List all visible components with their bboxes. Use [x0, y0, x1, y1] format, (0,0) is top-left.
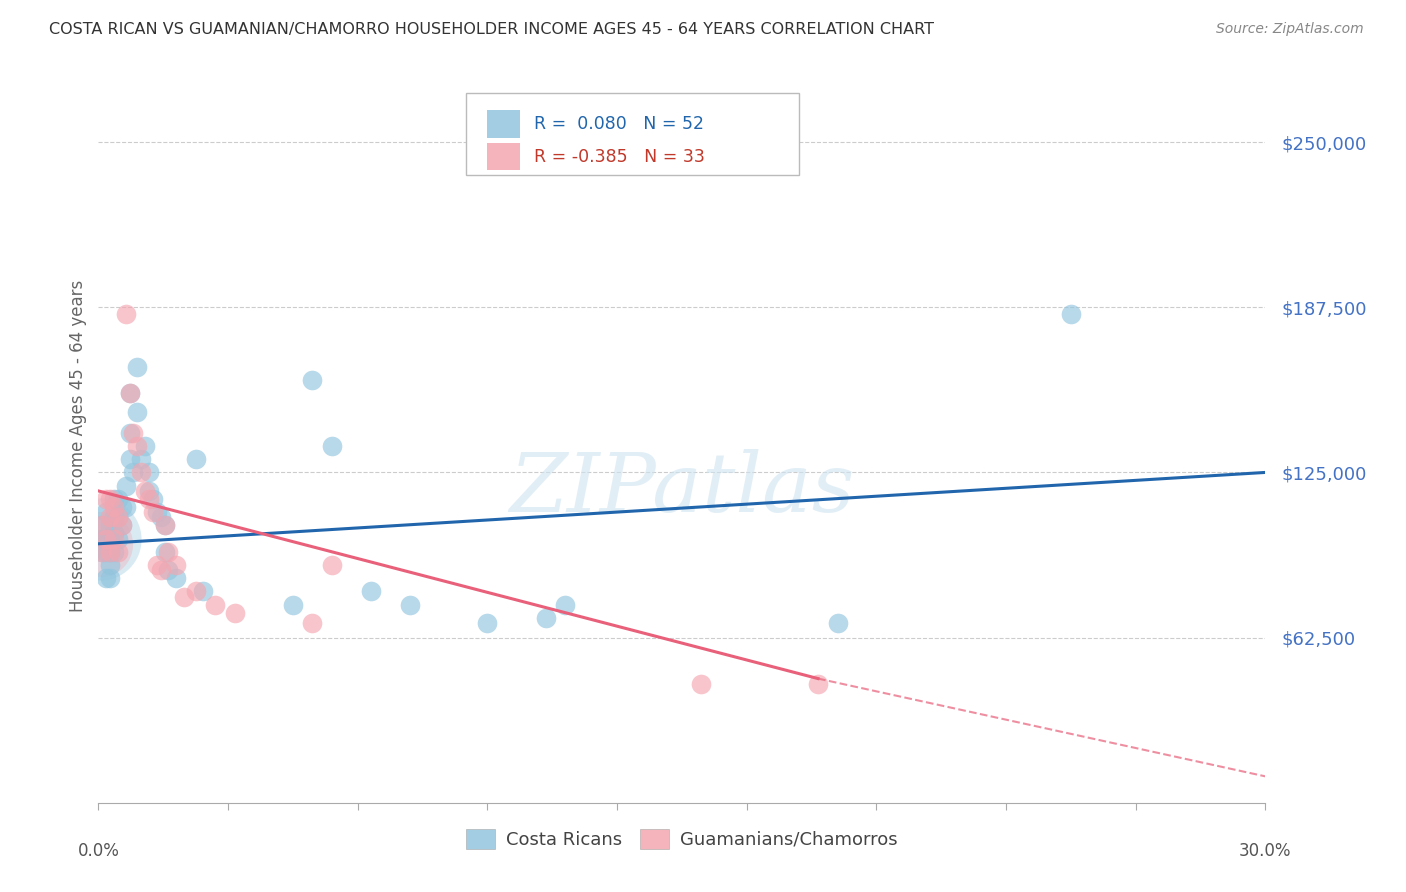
FancyBboxPatch shape	[486, 111, 520, 137]
Point	[114, 307, 136, 321]
Point	[96, 532, 118, 546]
Point	[103, 500, 125, 514]
Point	[122, 466, 145, 480]
Point	[96, 571, 118, 585]
Point	[134, 483, 156, 498]
Point	[98, 545, 121, 559]
Point	[91, 545, 114, 559]
Point	[114, 500, 136, 514]
Point	[111, 500, 134, 514]
Point	[157, 563, 180, 577]
Point	[165, 571, 187, 585]
Text: Source: ZipAtlas.com: Source: ZipAtlas.com	[1216, 22, 1364, 37]
Point	[301, 616, 323, 631]
Point	[118, 425, 141, 440]
Point	[142, 491, 165, 506]
Point	[321, 439, 343, 453]
Point	[807, 677, 830, 691]
Point	[193, 584, 215, 599]
Point	[173, 590, 195, 604]
Point	[321, 558, 343, 572]
Text: R = -0.385   N = 33: R = -0.385 N = 33	[534, 148, 704, 166]
Point	[165, 558, 187, 572]
Text: R =  0.080   N = 52: R = 0.080 N = 52	[534, 115, 704, 133]
Point	[103, 532, 125, 546]
Point	[96, 545, 118, 559]
Point	[111, 518, 134, 533]
Point	[89, 537, 111, 551]
Point	[184, 584, 207, 599]
Point	[153, 545, 176, 559]
Point	[107, 491, 129, 506]
Point	[301, 373, 323, 387]
Point	[360, 584, 382, 599]
Point	[146, 558, 169, 572]
Legend: Costa Ricans, Guamanians/Chamorros: Costa Ricans, Guamanians/Chamorros	[457, 820, 907, 858]
Point	[1060, 307, 1083, 321]
Point	[129, 466, 152, 480]
Point	[91, 518, 114, 533]
Point	[153, 518, 176, 533]
Point	[127, 439, 149, 453]
Point	[118, 386, 141, 401]
FancyBboxPatch shape	[486, 144, 520, 170]
Point	[103, 491, 125, 506]
Text: 30.0%: 30.0%	[1239, 842, 1292, 860]
Point	[122, 425, 145, 440]
Point	[204, 598, 226, 612]
Point	[96, 491, 118, 506]
Point	[138, 466, 160, 480]
Point	[138, 491, 160, 506]
Text: ZIPatlas: ZIPatlas	[509, 449, 855, 529]
Point	[91, 518, 114, 533]
Point	[89, 532, 111, 546]
Point	[134, 439, 156, 453]
Point	[98, 518, 121, 533]
Point	[149, 563, 172, 577]
Point	[98, 571, 121, 585]
Point	[127, 404, 149, 418]
Point	[98, 510, 121, 524]
FancyBboxPatch shape	[465, 93, 799, 175]
Point	[111, 518, 134, 533]
Point	[103, 526, 125, 541]
Point	[224, 606, 246, 620]
Point	[107, 510, 129, 524]
Point	[534, 611, 557, 625]
Point	[96, 505, 118, 519]
Point	[114, 478, 136, 492]
Point	[142, 505, 165, 519]
Point	[91, 545, 114, 559]
Point	[146, 505, 169, 519]
Point	[98, 491, 121, 506]
Point	[153, 518, 176, 533]
Point	[107, 510, 129, 524]
Point	[91, 532, 114, 546]
Point	[690, 677, 713, 691]
Point	[103, 510, 125, 524]
Point	[107, 532, 129, 546]
Point	[103, 545, 125, 559]
Point	[157, 545, 180, 559]
Point	[281, 598, 304, 612]
Text: COSTA RICAN VS GUAMANIAN/CHAMORRO HOUSEHOLDER INCOME AGES 45 - 64 YEARS CORRELAT: COSTA RICAN VS GUAMANIAN/CHAMORRO HOUSEH…	[49, 22, 934, 37]
Point	[184, 452, 207, 467]
Point	[827, 616, 849, 631]
Text: 0.0%: 0.0%	[77, 842, 120, 860]
Point	[118, 452, 141, 467]
Point	[127, 359, 149, 374]
Point	[98, 558, 121, 572]
Point	[129, 452, 152, 467]
Point	[96, 532, 118, 546]
Point	[554, 598, 576, 612]
Y-axis label: Householder Income Ages 45 - 64 years: Householder Income Ages 45 - 64 years	[69, 280, 87, 612]
Point	[398, 598, 420, 612]
Point	[98, 545, 121, 559]
Point	[107, 545, 129, 559]
Point	[118, 386, 141, 401]
Point	[138, 483, 160, 498]
Point	[98, 532, 121, 546]
Point	[477, 616, 499, 631]
Point	[149, 510, 172, 524]
